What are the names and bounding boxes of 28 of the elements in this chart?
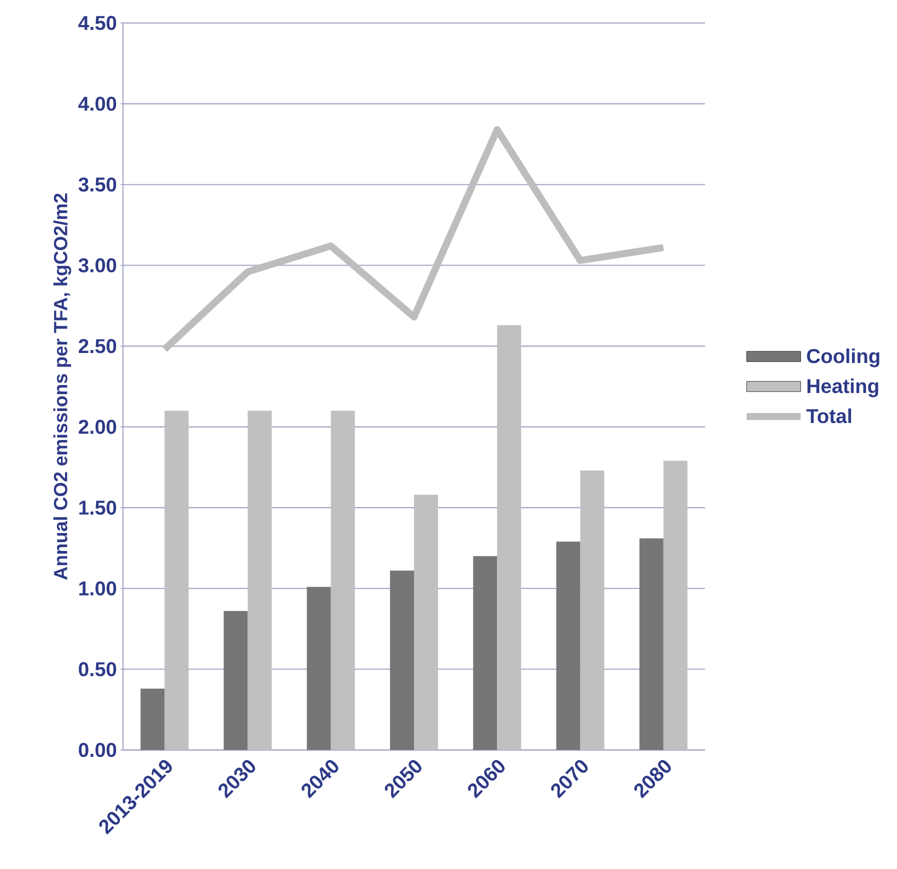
bar	[556, 542, 580, 750]
legend-label: Total	[806, 408, 852, 424]
bar	[663, 460, 688, 750]
y-axis-title: Annual CO2 emissions per TFA, kgCO2/m2	[53, 194, 72, 580]
y-tick-label: 2.50	[78, 339, 116, 354]
bar	[580, 470, 604, 750]
bar	[330, 410, 355, 750]
y-tick-label: 1.00	[79, 581, 116, 596]
bar	[473, 556, 498, 750]
bar	[248, 410, 272, 750]
y-tick-label: 3.50	[78, 177, 116, 192]
y-tick-label: 1.50	[79, 500, 116, 515]
legend-label: Heating	[808, 378, 878, 398]
y-tick-label: 0.50	[78, 662, 116, 676]
bar	[140, 688, 165, 750]
bar	[164, 410, 189, 750]
y-tick-label: 4.50	[78, 16, 116, 30]
bar	[497, 325, 522, 750]
bar	[639, 538, 664, 750]
y-tick-label: 2.00	[78, 420, 116, 434]
legend-label: Cooling	[806, 348, 880, 368]
y-tick-label: 4.00	[78, 96, 116, 111]
y-tick-label: 0.00	[78, 742, 116, 758]
y-tick-label: 3.00	[78, 258, 116, 272]
bar	[414, 494, 438, 750]
bar	[390, 570, 414, 750]
bar	[224, 611, 248, 750]
bar	[306, 586, 331, 750]
